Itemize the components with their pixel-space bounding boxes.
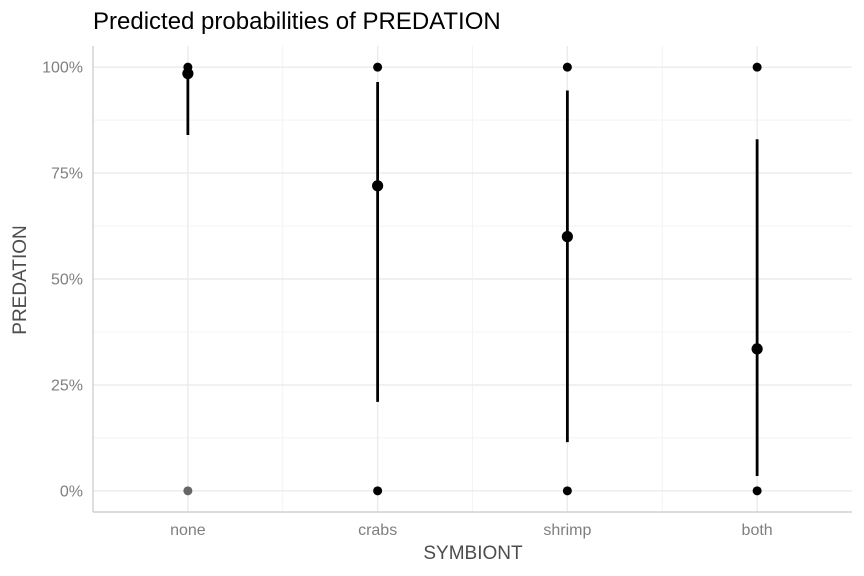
observed-point	[183, 486, 193, 496]
y-tick-label: 75%	[51, 166, 83, 183]
observed-point	[562, 62, 572, 72]
y-tick-label: 100%	[42, 60, 83, 77]
axes	[92, 46, 852, 513]
x-axis-title: SYMBIONT	[423, 543, 523, 564]
observed-point	[752, 486, 762, 496]
x-tick-label: shrimp	[543, 522, 591, 539]
predicted-point	[372, 180, 384, 192]
predicted-point	[182, 67, 194, 80]
y-tick-label: 50%	[51, 272, 83, 289]
chart-title: Predicted probabilities of PREDATION	[93, 8, 501, 35]
x-tick-label: crabs	[358, 522, 397, 539]
grid	[93, 46, 852, 512]
y-axis-title: PREDATION	[10, 225, 31, 334]
x-tick-label: none	[170, 522, 206, 539]
predicted-point	[751, 343, 763, 355]
observed-point	[373, 486, 383, 496]
observed-point	[373, 62, 383, 72]
predicted-point	[561, 231, 573, 243]
y-tick-label: 0%	[60, 483, 83, 500]
tick-labels: 0% 25% 50% 75% 100% none crabs shrimp both	[42, 60, 773, 539]
observed-point	[562, 486, 572, 496]
x-tick-label: both	[742, 522, 773, 539]
observed-point	[752, 62, 762, 72]
y-tick-label: 25%	[51, 377, 83, 394]
chart-marks	[182, 62, 763, 496]
